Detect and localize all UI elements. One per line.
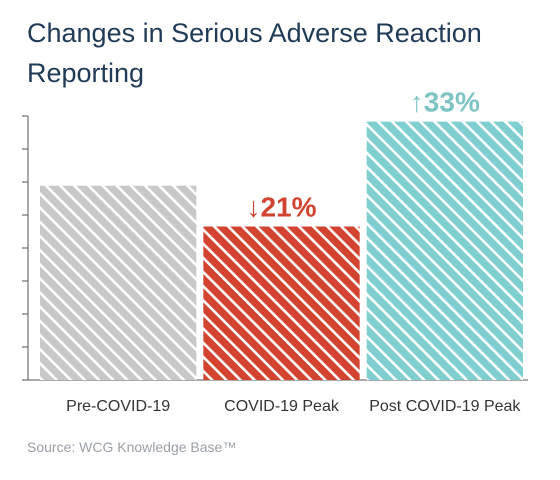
change-annotation: ↑33% [410,87,480,118]
x-tick-label: Pre-COVID-19 [66,398,170,415]
chart-title: Changes in Serious Adverse Reaction Repo… [27,18,482,88]
bar-post-covid-19-peak [366,121,523,380]
bar-covid-19-peak [203,226,360,380]
source-note: Source: WCG Knowledge Base™ [27,439,237,455]
x-tick-label: COVID-19 Peak [224,398,340,415]
x-tick-label: Post COVID-19 Peak [369,398,521,415]
bar-pre-covid-19 [40,185,197,380]
change-annotation: ↓21% [246,192,316,223]
